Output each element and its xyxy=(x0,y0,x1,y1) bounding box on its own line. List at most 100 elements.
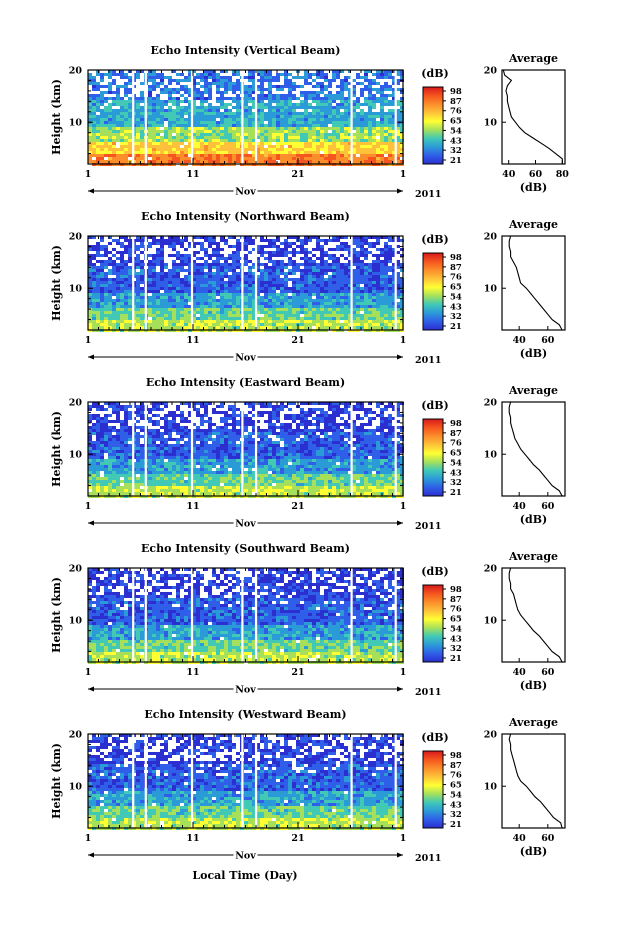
colorbar-unit: (dB) xyxy=(421,731,448,744)
data-gap xyxy=(144,734,147,828)
profile-line xyxy=(508,733,563,829)
colorbar-label: 32 xyxy=(450,644,462,654)
y-axis-title: Height (km) xyxy=(50,411,63,487)
colorbar xyxy=(422,750,444,829)
y-tick-label: 20 xyxy=(69,564,83,575)
colorbar-label: 21 xyxy=(450,322,462,332)
colorbar-label: 65 xyxy=(450,117,462,127)
heatmap-cells xyxy=(88,734,404,830)
profile-x-tick: 60 xyxy=(541,667,555,678)
colorbar-label: 98 xyxy=(450,419,462,429)
profile-y-tick: 10 xyxy=(484,616,498,627)
profile-x-tick: 60 xyxy=(541,335,555,346)
panel-title: Echo Intensity (Vertical Beam) xyxy=(150,44,340,57)
month-label: Nov xyxy=(235,519,256,530)
x-tick-label: 1 xyxy=(85,833,92,844)
profile-x-tick: 40 xyxy=(513,501,527,512)
month-label: Nov xyxy=(235,685,256,696)
profile-x-tick: 40 xyxy=(513,833,527,844)
colorbar-label: 21 xyxy=(450,156,462,166)
data-gap xyxy=(190,734,194,828)
data-gap xyxy=(190,70,194,164)
profile-frame xyxy=(501,235,566,331)
colorbar-label: 65 xyxy=(450,781,462,791)
profile-y-tick: 20 xyxy=(484,564,498,575)
colorbar-label: 54 xyxy=(450,790,462,800)
profile-x-tick: 60 xyxy=(541,833,555,844)
colorbar xyxy=(422,86,444,165)
data-gap xyxy=(241,70,244,164)
x-tick-label: 21 xyxy=(291,501,304,512)
heatmap-cells xyxy=(88,402,404,498)
profile-title: Average xyxy=(508,384,558,397)
profile-frame xyxy=(501,733,566,829)
profile-line xyxy=(508,235,563,331)
profile-y-tick: 10 xyxy=(484,284,498,295)
y-tick-label: 20 xyxy=(69,66,83,77)
colorbar-label: 43 xyxy=(450,468,462,478)
data-gap xyxy=(254,568,258,662)
colorbar-label: 54 xyxy=(450,458,462,468)
panel-title: Echo Intensity (Westward Beam) xyxy=(144,708,346,721)
colorbar-label: 98 xyxy=(450,585,462,595)
profile-x-title: (dB) xyxy=(520,347,547,360)
profile-line xyxy=(508,401,563,497)
data-gap xyxy=(144,568,147,662)
data-gap xyxy=(241,734,244,828)
colorbar-label: 76 xyxy=(450,273,462,283)
x-tick-label: 1 xyxy=(85,169,92,180)
y-axis-title: Height (km) xyxy=(50,245,63,321)
colorbar-label: 98 xyxy=(450,253,462,263)
profile-y-tick: 20 xyxy=(484,398,498,409)
profile-y-tick: 10 xyxy=(484,450,498,461)
data-gap xyxy=(190,236,194,330)
colorbar-label: 43 xyxy=(450,136,462,146)
y-tick-label: 10 xyxy=(69,450,83,461)
x-axis-title: Local Time (Day) xyxy=(192,869,297,882)
data-gap xyxy=(190,402,194,496)
profile-line xyxy=(502,69,563,164)
data-gap xyxy=(394,70,397,164)
colorbar-label: 21 xyxy=(450,488,462,498)
x-tick-label: 1 xyxy=(400,169,407,180)
year-label: 2011 xyxy=(415,521,441,532)
heatmap-cells xyxy=(88,236,404,332)
colorbar-label: 76 xyxy=(450,771,462,781)
data-gap xyxy=(254,402,258,496)
profile-y-tick: 20 xyxy=(484,232,498,243)
colorbar-label: 32 xyxy=(450,810,462,820)
x-tick-label: 11 xyxy=(186,169,199,180)
beam-panel: Echo Intensity (Northward Beam) Height (k… xyxy=(50,210,566,366)
profile-y-tick: 10 xyxy=(484,118,498,129)
data-gap xyxy=(254,734,258,828)
data-gap xyxy=(350,70,353,164)
colorbar-label: 65 xyxy=(450,449,462,459)
colorbar xyxy=(422,252,444,331)
data-gap xyxy=(350,734,353,828)
data-gap xyxy=(132,734,135,828)
x-tick-label: 21 xyxy=(291,667,304,678)
x-tick-label: 21 xyxy=(291,335,304,346)
month-label: Nov xyxy=(235,851,256,862)
colorbar xyxy=(422,584,444,663)
year-label: 2011 xyxy=(415,687,441,698)
data-gap xyxy=(132,402,135,496)
panel-title: Echo Intensity (Southward Beam) xyxy=(141,542,350,555)
colorbar-label: 98 xyxy=(450,87,462,97)
beam-panel: Echo Intensity (Vertical Beam) Height (km… xyxy=(50,44,569,200)
colorbar-label: 76 xyxy=(450,107,462,117)
x-tick-label: 11 xyxy=(186,833,199,844)
y-tick-label: 10 xyxy=(69,782,83,793)
colorbar-unit: (dB) xyxy=(421,233,448,246)
profile-frame xyxy=(501,567,566,663)
data-gap xyxy=(132,568,135,662)
profile-x-title: (dB) xyxy=(520,845,547,858)
data-gap xyxy=(144,70,147,164)
x-tick-label: 1 xyxy=(85,501,92,512)
x-tick-label: 1 xyxy=(85,335,92,346)
colorbar-label: 32 xyxy=(450,478,462,488)
profile-title: Average xyxy=(508,716,558,729)
x-tick-label: 1 xyxy=(400,335,407,346)
colorbar-label: 32 xyxy=(450,312,462,322)
